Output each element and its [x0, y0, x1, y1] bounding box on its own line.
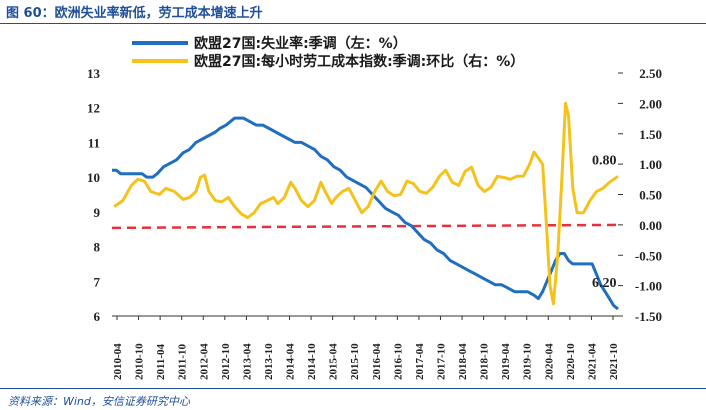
legend-label-labor-cost: 欧盟27国:每小时劳工成本指数:季调:环比（右：%）: [194, 53, 524, 70]
x-tick-label: 2011-10: [177, 343, 189, 380]
left-tick-label: 13: [87, 66, 101, 81]
x-tick-label: 2017-04: [414, 343, 426, 380]
x-tick-label: 2016-10: [392, 343, 404, 380]
source-note: 资料来源：Wind，安信证券研究中心: [8, 395, 190, 408]
legend-label-unemployment: 欧盟27国:失业率:季调（左：%）: [194, 35, 407, 52]
legend: 欧盟27国:失业率:季调（左：%） 欧盟27国:每小时劳工成本指数:季调:环比（…: [132, 35, 524, 70]
right-tick-label: -0.50: [635, 248, 662, 263]
left-tick-label: 12: [87, 101, 100, 116]
right-tick-label: -1.50: [635, 309, 662, 324]
x-tick-label: 2018-10: [479, 343, 491, 380]
x-tick-label: 2014-04: [285, 343, 297, 380]
labor-cost-series-line: [113, 101, 619, 306]
x-tick-label: 2012-10: [220, 343, 232, 380]
x-tick-label: 2012-04: [198, 343, 210, 380]
zero-reference-line: [111, 223, 619, 230]
left-tick-label: 10: [87, 170, 100, 185]
left-tick-label: 9: [94, 205, 101, 220]
x-tick-label: 2013-10: [263, 343, 275, 380]
x-tick-label: 2019-04: [500, 343, 512, 380]
right-tick-label: 1.50: [639, 127, 662, 142]
x-tick-label: 2016-04: [371, 343, 383, 380]
x-tick-label: 2013-04: [241, 343, 253, 380]
x-tick-label: 2010-04: [112, 343, 124, 380]
x-tick-label: 2021-04: [586, 343, 598, 380]
x-tick-label: 2018-04: [457, 343, 469, 380]
left-axis: 6 7 8 9 10 11 12 13: [87, 66, 101, 324]
right-tick-label: 2.50: [639, 66, 662, 81]
x-tick-label: 2020-10: [565, 343, 577, 380]
left-tick-label: 6: [94, 309, 101, 324]
right-axis: -1.50 -1.00 -0.50 0.00 0.50 1.00 1.50 2.00 2.50: [618, 66, 662, 324]
x-tick-label: 2015-04: [328, 343, 340, 380]
unemployment-end-label: 6.20: [592, 276, 617, 291]
x-tick-label: 2017-10: [435, 343, 447, 380]
x-tick-label: 2014-10: [306, 343, 318, 380]
x-axis: 2010-04 2010-10 2011-04 2011-10 2012-04 2012-…: [112, 316, 620, 380]
figure-title: 图 60：欧洲失业率新低，劳工成本增速上升: [6, 6, 263, 21]
right-tick-label: -1.00: [635, 279, 662, 294]
left-tick-label: 8: [94, 240, 101, 255]
right-tick-label: 0.00: [639, 218, 662, 233]
x-tick-label: 2021-10: [608, 343, 620, 380]
right-tick-label: 2.00: [639, 96, 662, 111]
right-tick-label: 1.00: [639, 157, 662, 172]
x-tick-label: 2011-04: [155, 343, 167, 380]
unemployment-series-line: [112, 116, 619, 311]
source-divider: [0, 388, 706, 389]
left-tick-label: 11: [88, 135, 100, 150]
x-tick-label: 2020-04: [543, 343, 555, 380]
labor-cost-end-label: 0.80: [592, 153, 617, 168]
x-tick-label: 2015-10: [349, 343, 361, 380]
title-divider: [0, 23, 706, 24]
left-tick-label: 7: [94, 274, 101, 289]
x-tick-label: 2010-10: [134, 343, 146, 380]
right-tick-label: 0.50: [639, 188, 662, 203]
chart-canvas: 6 7 8 9 10 11 12 13 -1.50 -1.00 -0.50 0.00 0.50 1.00…: [87, 35, 662, 380]
x-tick-label: 2019-10: [522, 343, 534, 380]
